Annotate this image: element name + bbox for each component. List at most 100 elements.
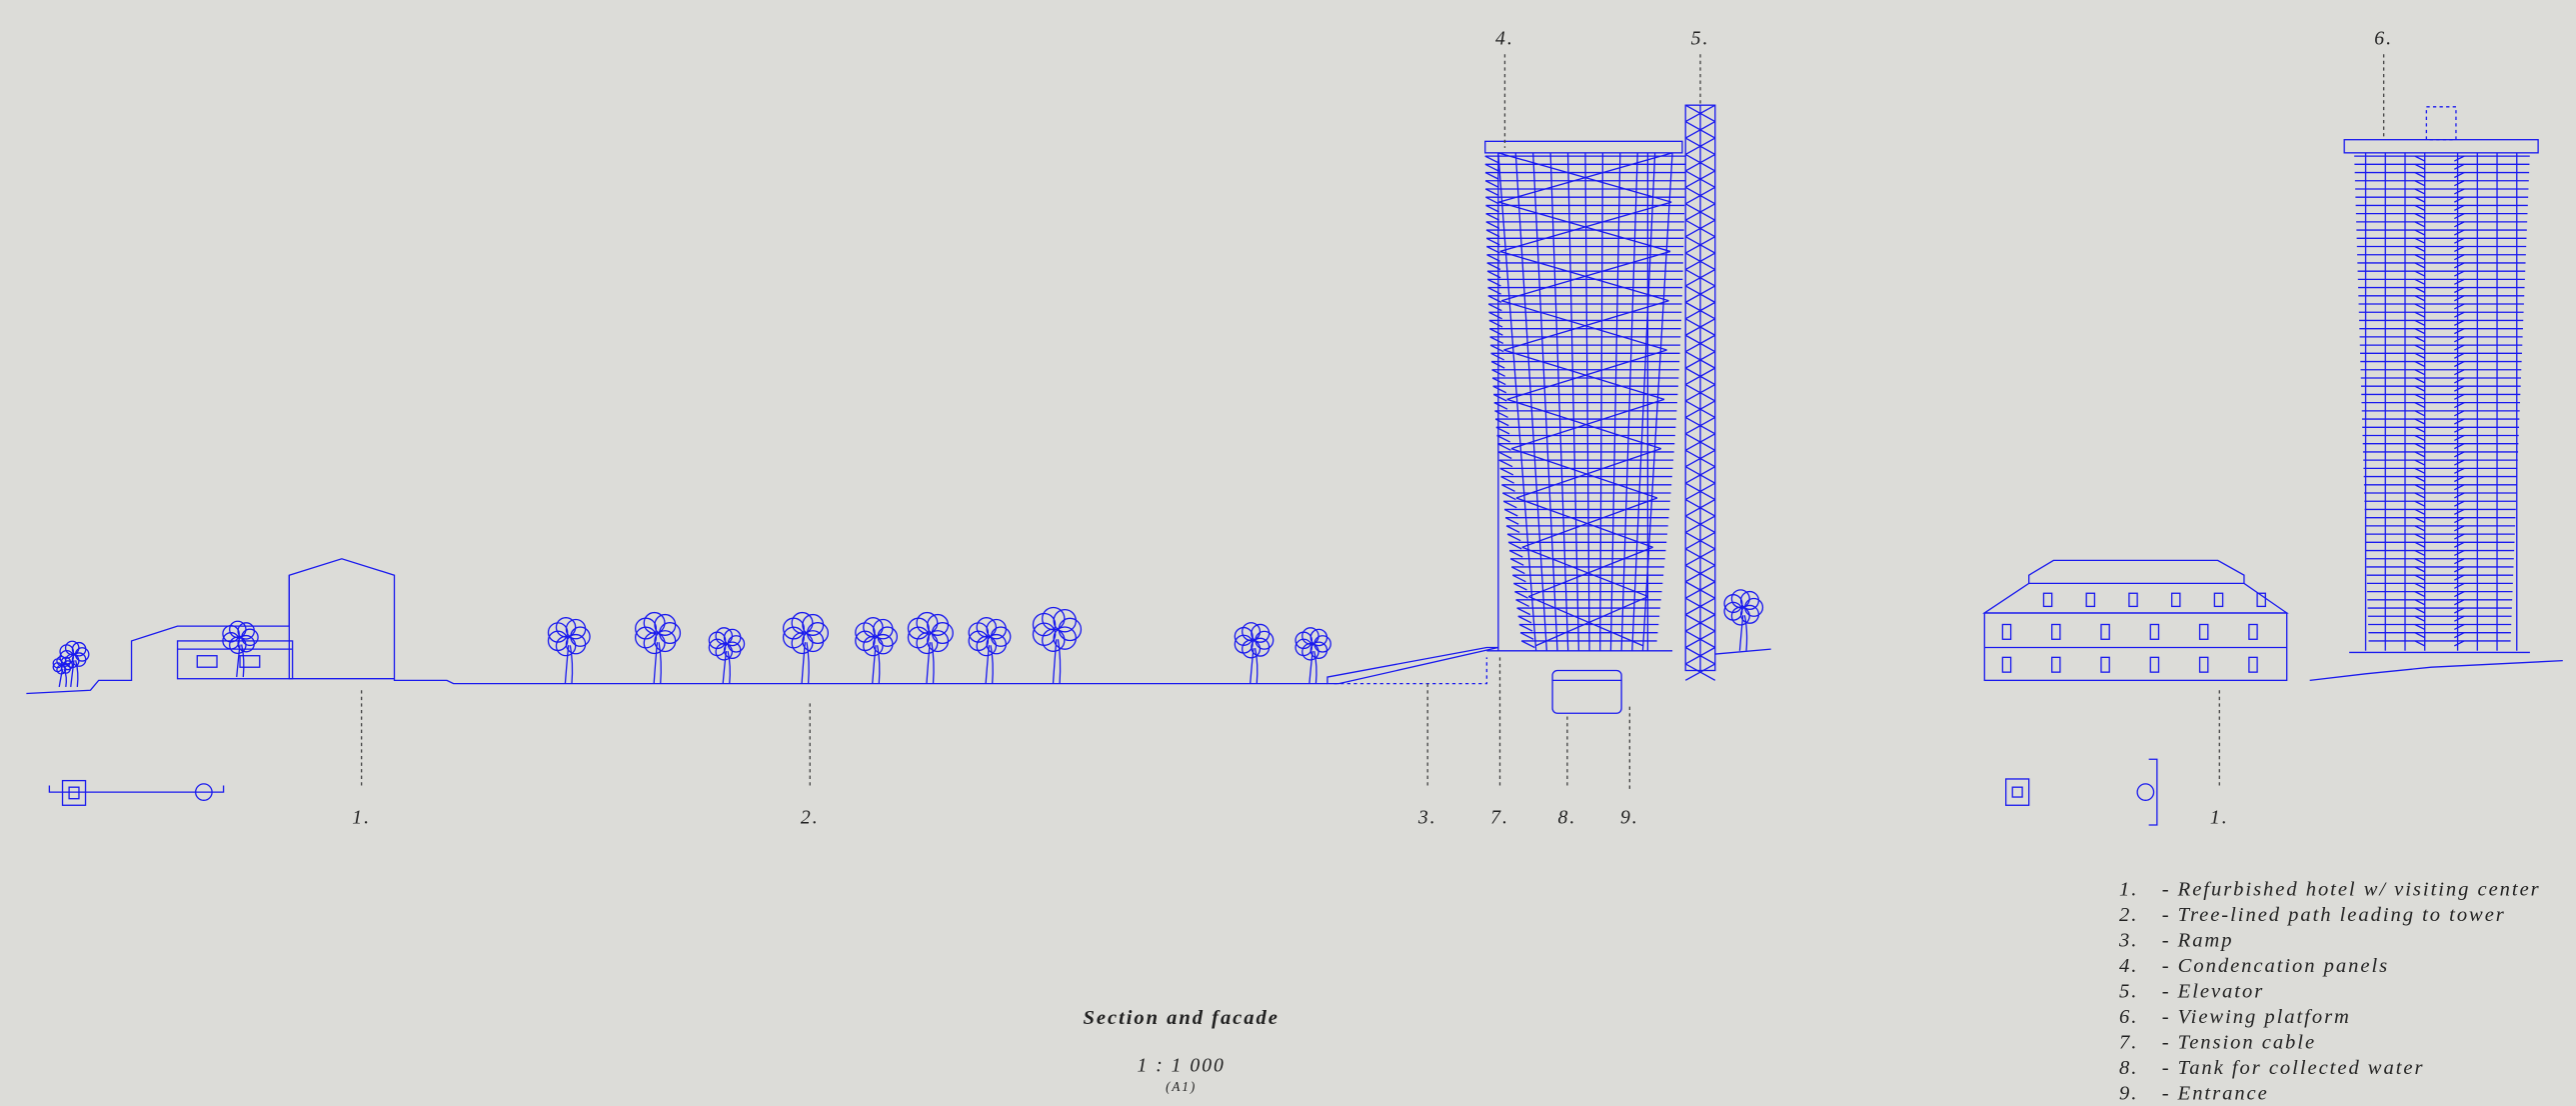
tree-trunk: [872, 645, 881, 684]
panel-fin: [2454, 475, 2465, 483]
panel-fin: [2414, 607, 2426, 614]
panel-fin: [2414, 434, 2426, 442]
legend-number: 1.: [2119, 879, 2138, 901]
panel-fin: [2414, 451, 2426, 458]
elevator-brace: [1684, 236, 1716, 254]
panel-fin: [2454, 508, 2465, 515]
tree-trunk: [926, 642, 935, 684]
tree-crown: [659, 622, 682, 645]
panel-fin: [2454, 163, 2465, 170]
tower-brace: [1503, 300, 1669, 351]
panel-fin: [2454, 533, 2465, 540]
elevator-brace: [1684, 630, 1716, 649]
panel-fin: [2454, 385, 2465, 392]
ramp-underside: [1333, 657, 1488, 685]
tree-crown: [1242, 622, 1262, 642]
tree-crown: [1053, 608, 1077, 633]
panel-fin: [2454, 155, 2465, 162]
panel-fin: [2414, 484, 2426, 491]
panel-fin: [1485, 204, 1499, 213]
elevator-brace: [1684, 351, 1716, 369]
panel-fin: [1485, 221, 1500, 230]
tower-mullion: [1514, 152, 1547, 651]
elevator-brace: [1684, 433, 1716, 451]
tree-crown: [990, 626, 1012, 647]
panel-fin: [2454, 500, 2465, 507]
panel-fin: [2414, 418, 2426, 425]
callout-label: 9.: [1620, 806, 1639, 828]
elevator-brace: [1684, 153, 1716, 172]
panel-fin: [2454, 640, 2465, 647]
tree-crown: [71, 641, 87, 657]
elevator-brace: [1684, 416, 1716, 435]
panel-fin: [2414, 459, 2426, 466]
panel-fin: [2414, 278, 2426, 285]
panel-fin: [1502, 500, 1517, 509]
elevator-brace: [1684, 466, 1716, 484]
panel-fin: [2454, 204, 2465, 211]
tree-crown: [1255, 630, 1275, 650]
panel-fin: [2414, 599, 2426, 606]
panel-fin: [2414, 591, 2426, 598]
elevator-brace: [1684, 581, 1716, 599]
panel-fin: [2414, 385, 2426, 392]
tower-brace: [1499, 201, 1672, 253]
tree-crown: [1744, 597, 1764, 617]
callout-label: 5.: [1691, 27, 1710, 49]
panel-fin: [2414, 163, 2426, 170]
legend-text: - Tension cable: [2162, 1031, 2316, 1053]
panel-fin: [2414, 188, 2426, 195]
panel-fin: [2454, 278, 2465, 285]
panel-fin: [2414, 393, 2426, 400]
elevator-brace: [1684, 268, 1716, 287]
ground-right: [1714, 648, 1771, 655]
panel-fin: [2454, 213, 2465, 220]
tree-crown: [1313, 635, 1331, 653]
tower-brace: [1515, 448, 1661, 499]
panel-fin: [2454, 615, 2465, 622]
hotel-window: [2100, 656, 2110, 673]
panel-fin: [2414, 443, 2426, 450]
panel-fin: [1515, 599, 1529, 607]
panel-fin: [2414, 369, 2426, 376]
panel-fin: [2454, 607, 2465, 614]
panel-fin: [1494, 418, 1509, 427]
elevator-brace: [1684, 663, 1716, 681]
panel-fin: [1500, 475, 1514, 484]
panel-fin: [2454, 270, 2465, 277]
panel-fin: [2454, 352, 2465, 359]
legend-number: 5.: [2119, 981, 2138, 1003]
tree-crown: [907, 626, 930, 649]
tree-crown: [927, 630, 950, 653]
tree-crown: [802, 613, 825, 636]
tree-crown: [555, 617, 577, 638]
tree-crown: [60, 656, 72, 667]
legend-text: - Condencation panels: [2162, 955, 2389, 977]
panel-fin: [2454, 180, 2465, 187]
tower-brace: [1521, 546, 1649, 598]
panel-fin: [2414, 640, 2426, 647]
panel-fin: [1485, 237, 1500, 246]
panel-fin: [1507, 541, 1522, 550]
panel-fin: [1484, 188, 1499, 197]
panel-fin: [2414, 549, 2426, 557]
tree-crown: [654, 630, 677, 653]
panel-fin: [2414, 245, 2426, 253]
legend-number: 4.: [2119, 955, 2138, 977]
panel-fin: [2414, 204, 2426, 211]
panel-fin: [2454, 434, 2465, 442]
hotel-window: [2128, 592, 2138, 608]
tree-trunk: [236, 644, 245, 678]
panel-fin: [2414, 533, 2426, 540]
scale-box: [61, 779, 87, 806]
panel-fin: [2454, 492, 2465, 499]
panel-fin: [1484, 171, 1499, 180]
panel-fin: [2414, 336, 2426, 343]
panel-fin: [1518, 623, 1533, 632]
tree-crown: [64, 640, 80, 656]
legend-text: - Viewing platform: [2162, 1006, 2351, 1028]
panel-fin: [2454, 319, 2465, 326]
callout-label: 8.: [1558, 806, 1577, 828]
panel-fin: [2414, 319, 2426, 326]
